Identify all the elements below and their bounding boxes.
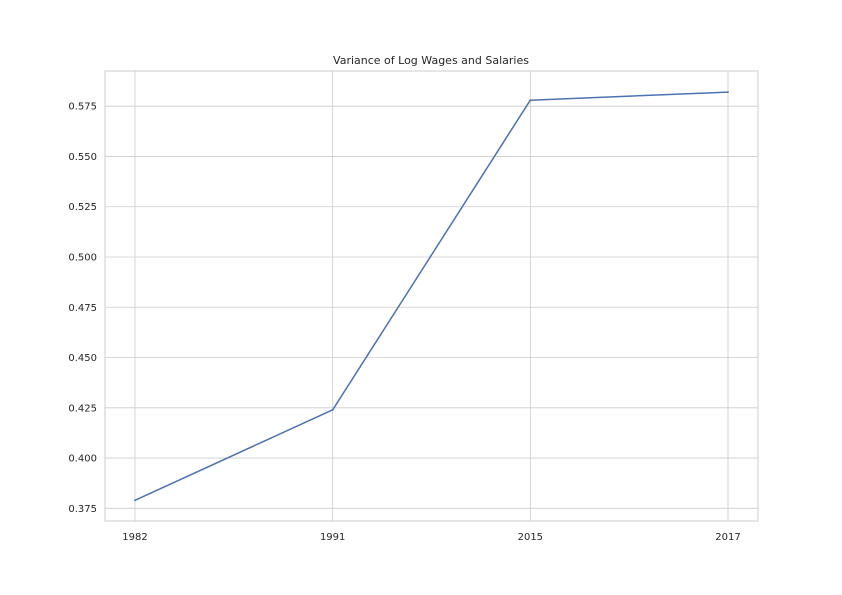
y-tick-label: 0.475 [68, 303, 97, 314]
x-tick-label: 1982 [122, 532, 147, 543]
y-tick-label: 0.425 [68, 403, 97, 414]
series-line [134, 91, 729, 502]
data-point [529, 99, 532, 102]
y-tick-label: 0.575 [68, 102, 97, 113]
plot-area-frame [104, 70, 759, 522]
y-axis-ticks: 0.375 0.400 0.425 0.450 0.475 0.500 0.525 0.550… [68, 102, 97, 515]
data-point [331, 408, 334, 411]
y-tick-label: 0.400 [68, 454, 97, 465]
x-tick-label: 2015 [518, 532, 543, 543]
y-tick-label: 0.550 [68, 152, 97, 163]
x-tick-label: 2017 [715, 532, 740, 543]
chart-title: Variance of Log Wages and Salaries [333, 54, 529, 67]
grid-lines [105, 71, 758, 521]
y-tick-label: 0.525 [68, 202, 97, 213]
x-axis-ticks: 1982 1991 2015 2017 [122, 532, 740, 543]
y-tick-label: 0.375 [68, 504, 97, 515]
x-tick-label: 1991 [320, 532, 345, 543]
data-point [727, 91, 729, 94]
data-point [134, 499, 136, 502]
series-layer [134, 91, 729, 502]
y-tick-label: 0.500 [68, 252, 97, 263]
y-tick-label: 0.450 [68, 353, 97, 364]
